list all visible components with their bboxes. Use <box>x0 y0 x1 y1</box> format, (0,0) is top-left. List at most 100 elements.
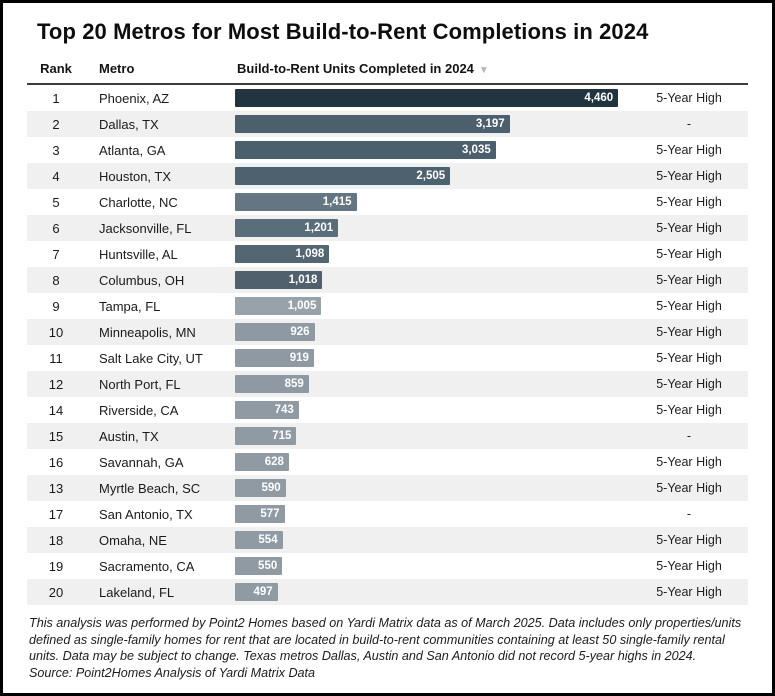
row-five-year-high: 5-Year High <box>656 377 722 391</box>
row-bar: 3,197 <box>235 115 510 133</box>
sort-desc-icon[interactable]: ▼ <box>478 65 489 76</box>
row-bar-track: 919 <box>235 349 630 367</box>
table-row: 15 Austin, TX 715 - <box>27 423 748 449</box>
row-value: 628 <box>264 456 284 468</box>
table-row: 11 Salt Lake City, UT 919 5-Year High <box>27 345 748 371</box>
row-five-year-high: 5-Year High <box>656 533 722 547</box>
row-rank: 5 <box>52 194 60 210</box>
table-row: 2 Dallas, TX 3,197 - <box>27 111 748 137</box>
row-metro: Myrtle Beach, SC <box>99 480 201 496</box>
row-five-year-high: 5-Year High <box>656 403 722 417</box>
footer: This analysis was performed by Point2 Ho… <box>29 615 748 681</box>
row-five-year-high: 5-Year High <box>656 299 722 313</box>
row-metro: Jacksonville, FL <box>99 220 192 236</box>
row-value: 1,018 <box>288 274 318 286</box>
row-rank: 2 <box>52 116 60 132</box>
table-row: 18 Omaha, NE 554 5-Year High <box>27 527 748 553</box>
row-bar-track: 497 <box>235 583 630 601</box>
row-value: 926 <box>290 326 310 338</box>
row-bar-track: 550 <box>235 557 630 575</box>
row-five-year-high: 5-Year High <box>656 169 722 183</box>
table-row: 6 Jacksonville, FL 1,201 5-Year High <box>27 215 748 241</box>
row-bar-track: 715 <box>235 427 630 445</box>
row-five-year-high: 5-Year High <box>656 247 722 261</box>
row-five-year-high: 5-Year High <box>656 273 722 287</box>
row-five-year-high: 5-Year High <box>656 325 722 339</box>
row-bar: 1,018 <box>235 271 323 289</box>
row-value: 919 <box>289 352 309 364</box>
row-bar: 743 <box>235 401 299 419</box>
row-metro: Riverside, CA <box>99 402 179 418</box>
row-rank: 11 <box>49 350 63 366</box>
row-bar-track: 1,018 <box>235 271 630 289</box>
table-row: 19 Sacramento, CA 550 5-Year High <box>27 553 748 579</box>
row-rank: 9 <box>52 298 60 314</box>
row-bar-track: 554 <box>235 531 630 549</box>
row-rank: 16 <box>48 454 64 470</box>
row-bar: 554 <box>235 531 283 549</box>
row-bar: 497 <box>235 583 278 601</box>
row-bar: 1,415 <box>235 193 357 211</box>
row-bar: 3,035 <box>235 141 496 159</box>
row-metro: Savannah, GA <box>99 454 184 470</box>
page-title: Top 20 Metros for Most Build-to-Rent Com… <box>37 19 649 44</box>
row-rank: 18 <box>48 532 64 548</box>
table-row: 10 Minneapolis, MN 926 5-Year High <box>27 319 748 345</box>
row-bar-track: 926 <box>235 323 630 341</box>
row-value: 1,415 <box>322 196 352 208</box>
header-units[interactable]: Build-to-Rent Units Completed in 2024 ▼ <box>235 61 630 76</box>
row-metro: Minneapolis, MN <box>99 324 196 340</box>
row-five-year-high: 5-Year High <box>656 143 722 157</box>
row-five-year-high: 5-Year High <box>656 559 722 573</box>
row-value: 497 <box>253 586 273 598</box>
row-value: 1,098 <box>295 248 325 260</box>
row-metro: Salt Lake City, UT <box>99 350 203 366</box>
table-row: 16 Savannah, GA 628 5-Year High <box>27 449 748 475</box>
row-rank: 13 <box>48 480 64 496</box>
table-row: 1 Phoenix, AZ 4,460 5-Year High <box>27 85 748 111</box>
metros-table: Rank Metro Build-to-Rent Units Completed… <box>27 55 748 605</box>
row-rank: 15 <box>48 428 64 444</box>
table-row: 13 Myrtle Beach, SC 590 5-Year High <box>27 475 748 501</box>
row-metro: Omaha, NE <box>99 532 167 548</box>
row-rank: 7 <box>52 246 60 262</box>
row-value: 554 <box>258 534 278 546</box>
row-value: 715 <box>272 430 292 442</box>
table-row: 5 Charlotte, NC 1,415 5-Year High <box>27 189 748 215</box>
row-metro: Dallas, TX <box>99 116 159 132</box>
row-value: 743 <box>274 404 294 416</box>
row-five-year-high: - <box>686 117 692 131</box>
header-metro: Metro <box>99 61 135 76</box>
row-metro: Tampa, FL <box>99 298 161 314</box>
table-row: 9 Tampa, FL 1,005 5-Year High <box>27 293 748 319</box>
row-value: 1,201 <box>304 222 334 234</box>
table-row: 7 Huntsville, AL 1,098 5-Year High <box>27 241 748 267</box>
row-bar-track: 1,201 <box>235 219 630 237</box>
row-rank: 3 <box>52 142 60 158</box>
row-rank: 14 <box>48 402 64 418</box>
table-row: 14 Riverside, CA 743 5-Year High <box>27 397 748 423</box>
row-five-year-high: 5-Year High <box>656 455 722 469</box>
row-value: 4,460 <box>584 92 614 104</box>
row-bar-track: 2,505 <box>235 167 630 185</box>
row-metro: Charlotte, NC <box>99 194 178 210</box>
row-rank: 6 <box>52 220 60 236</box>
row-rank: 19 <box>48 558 64 574</box>
row-bar: 926 <box>235 323 315 341</box>
row-bar: 2,505 <box>235 167 451 185</box>
row-metro: Sacramento, CA <box>99 558 195 574</box>
row-metro: Houston, TX <box>99 168 172 184</box>
row-metro: North Port, FL <box>99 376 181 392</box>
table-row: 4 Houston, TX 2,505 5-Year High <box>27 163 748 189</box>
row-bar-track: 3,197 <box>235 115 630 133</box>
row-rank: 17 <box>48 506 64 522</box>
row-bar: 590 <box>235 479 286 497</box>
footer-source: Source: Point2Homes Analysis of Yardi Ma… <box>29 665 316 680</box>
header-rank: Rank <box>40 61 72 76</box>
row-rank: 12 <box>48 376 64 392</box>
row-metro: San Antonio, TX <box>99 506 193 522</box>
row-bar-track: 3,035 <box>235 141 630 159</box>
row-bar: 859 <box>235 375 309 393</box>
row-value: 859 <box>284 378 304 390</box>
